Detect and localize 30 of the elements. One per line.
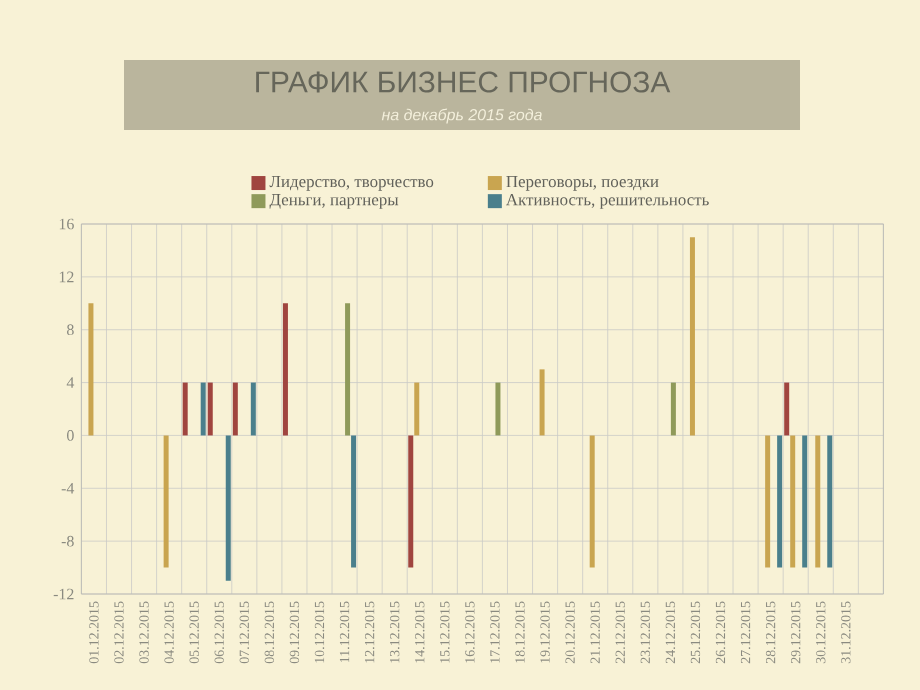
bar — [784, 382, 790, 436]
bar — [345, 303, 351, 436]
bar — [689, 237, 695, 436]
legend-label: Переговоры, поездки — [506, 176, 659, 191]
bar — [200, 382, 206, 436]
bar — [765, 435, 771, 568]
bar — [163, 435, 169, 568]
bar — [589, 435, 595, 568]
chart-title: ГРАФИК БИЗНЕС ПРОГНОЗА — [256, 71, 671, 93]
bar — [232, 382, 238, 436]
bar — [670, 382, 676, 436]
bar — [408, 435, 414, 568]
bar — [250, 382, 256, 436]
bar — [495, 382, 501, 436]
bar — [777, 435, 783, 568]
bar — [351, 435, 357, 568]
bar — [88, 303, 94, 436]
legend-label: Деньги, партнеры — [269, 194, 399, 209]
bar — [827, 435, 833, 568]
legend-label: Активность, решительность — [505, 194, 709, 209]
bar — [790, 435, 796, 568]
bar — [282, 303, 288, 436]
legend-label: Лидерство, творчество — [269, 176, 434, 191]
bar — [815, 435, 821, 568]
bar — [225, 435, 231, 581]
bar — [802, 435, 808, 568]
bar — [207, 382, 213, 436]
bar — [182, 382, 188, 436]
bar — [414, 382, 420, 436]
bar — [539, 369, 545, 436]
